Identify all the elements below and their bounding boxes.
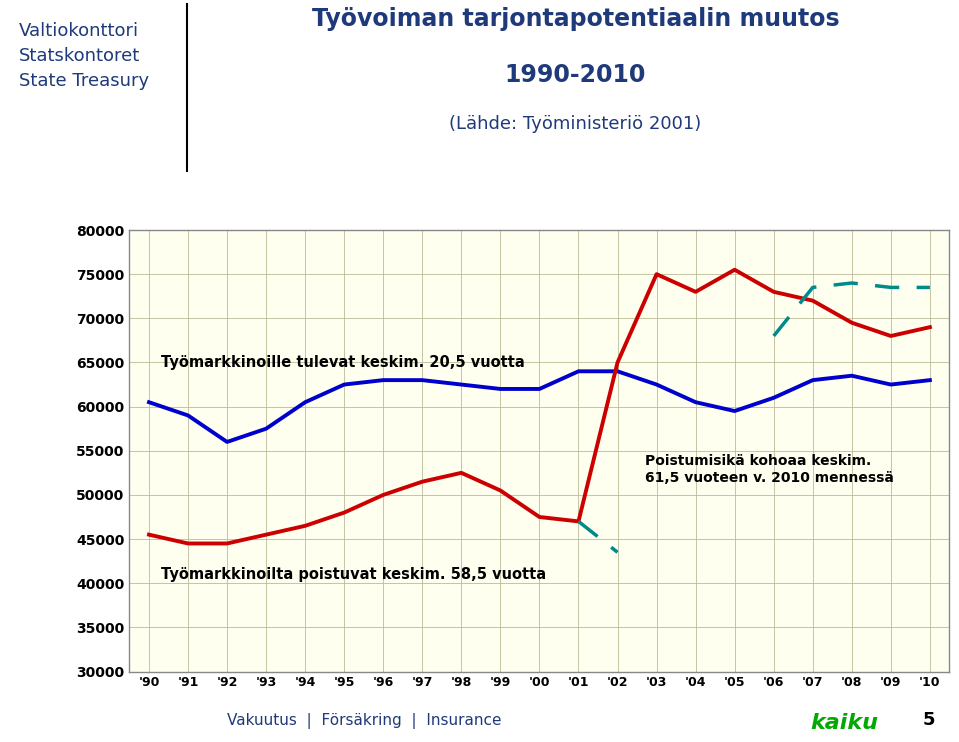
Text: (Lähde: Työministeriö 2001): (Lähde: Työministeriö 2001)	[449, 115, 702, 133]
Text: 5: 5	[923, 711, 935, 729]
Text: 1990-2010: 1990-2010	[504, 63, 646, 87]
Text: Työvoiman tarjontapotentiaalin muutos: Työvoiman tarjontapotentiaalin muutos	[312, 7, 839, 31]
Text: Vakuutus  |  Försäkring  |  Insurance: Vakuutus | Försäkring | Insurance	[227, 712, 502, 729]
Text: Työmarkkinoille tulevat keskim. 20,5 vuotta: Työmarkkinoille tulevat keskim. 20,5 vuo…	[161, 355, 525, 370]
Text: Valtiokonttori
Statskontoret
State Treasury: Valtiokonttori Statskontoret State Treas…	[19, 22, 150, 91]
Text: Poistumisikä kohoaa keskim.
61,5 vuoteen v. 2010 mennessä: Poistumisikä kohoaa keskim. 61,5 vuoteen…	[644, 454, 894, 485]
Text: kaiku: kaiku	[810, 713, 878, 733]
Text: Työmarkkinoilta poistuvat keskim. 58,5 vuotta: Työmarkkinoilta poistuvat keskim. 58,5 v…	[161, 567, 546, 582]
